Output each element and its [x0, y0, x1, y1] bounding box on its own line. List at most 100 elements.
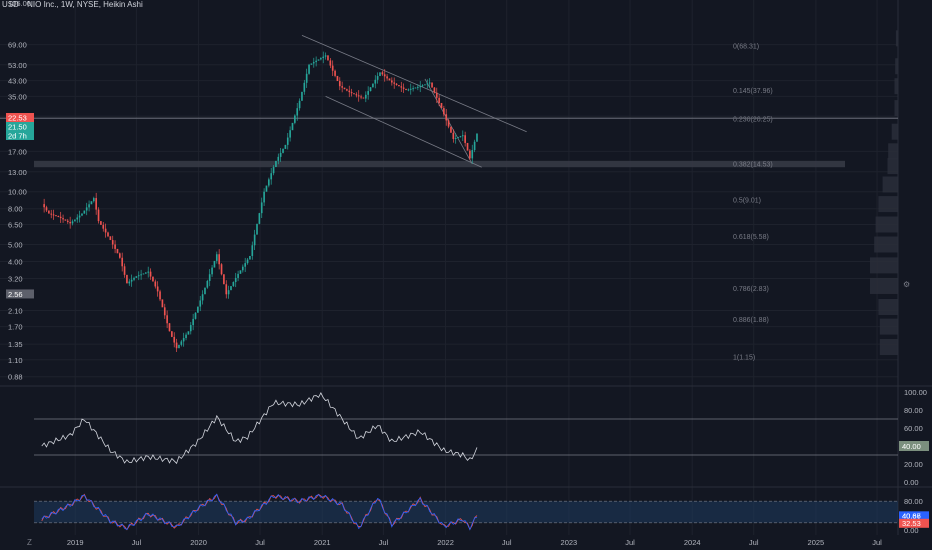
candle-body — [438, 97, 440, 103]
candle-body — [133, 277, 135, 280]
candle-body — [454, 138, 457, 140]
rsi-tick-label: 60.00 — [904, 424, 923, 433]
candle-body — [74, 219, 76, 222]
candle-body — [204, 287, 206, 295]
symbol-title[interactable]: NIO Inc., 1W, NYSE, Heikin Ashi — [27, 0, 143, 9]
candle-body — [450, 126, 452, 133]
rsi-badge-bg — [899, 441, 929, 451]
price-badge-bg — [6, 122, 34, 131]
candle-body — [435, 92, 438, 98]
candle-body — [428, 82, 431, 84]
candle-body — [447, 120, 450, 127]
gear-icon[interactable]: ⚙ — [903, 280, 911, 289]
candle-body — [62, 218, 64, 220]
candle-body — [180, 341, 183, 345]
fib-level-label: 0.236(26.25) — [733, 116, 773, 123]
rsi-value-badge: 40.00 — [902, 442, 921, 451]
candle-body — [83, 210, 86, 214]
candle-body — [379, 72, 381, 77]
candle-body — [329, 60, 332, 66]
trend-channel[interactable] — [301, 34, 527, 168]
zoom-reset-button[interactable]: Z — [27, 538, 32, 547]
price-tick-label: 17.00 — [8, 147, 27, 156]
price-badge-bg — [6, 289, 34, 299]
candle-body — [327, 55, 329, 61]
fib-level-label: 0.886(1.88) — [733, 317, 769, 324]
candle-body — [312, 62, 315, 64]
time-tick-label: 2019 — [67, 538, 84, 547]
rsi-tick-label: 0.00 — [904, 478, 919, 487]
candle-body — [272, 167, 275, 174]
candle-body — [69, 222, 71, 224]
candle-body — [277, 156, 280, 161]
stoch-tick-label: 80.00 — [904, 497, 923, 506]
candle-body — [372, 83, 374, 88]
candle-body — [362, 97, 365, 99]
fib-level-label: 1(1.15) — [733, 354, 755, 361]
candle-body — [223, 274, 225, 285]
candle-body — [232, 282, 235, 287]
candle-body — [128, 281, 131, 284]
stoch-k-badge-bg — [899, 511, 929, 521]
rsi-tick-label: 80.00 — [904, 406, 923, 415]
candle-body — [334, 70, 336, 76]
candle-body — [218, 254, 220, 265]
candle-body — [55, 215, 57, 217]
candle-body — [189, 325, 192, 332]
price-tick-label: 4.00 — [8, 257, 23, 266]
candle-body — [452, 132, 455, 139]
price-tick-label: 53.00 — [8, 61, 27, 70]
candle-body — [268, 179, 270, 186]
time-tick-label: 2021 — [314, 538, 331, 547]
candle-body — [64, 219, 67, 221]
candle-body — [360, 96, 362, 98]
candle-body — [149, 271, 152, 277]
time-tick-label: Jul — [502, 538, 512, 547]
candle-body — [417, 86, 419, 88]
candle-body — [137, 275, 140, 277]
candle-body — [357, 95, 360, 97]
candle-body — [76, 217, 79, 220]
candle-body — [206, 280, 209, 288]
candle-body — [260, 202, 263, 214]
candle-body — [66, 220, 69, 223]
candle-body — [348, 90, 351, 93]
time-tick-label: Jul — [749, 538, 759, 547]
price-badge: 2d 7h — [8, 132, 27, 141]
candle-body — [421, 85, 424, 87]
candle-body — [388, 78, 391, 81]
candle-body — [341, 86, 343, 88]
candle-body — [383, 74, 386, 77]
candle-body — [220, 264, 223, 275]
candle-body — [419, 86, 422, 88]
candle-body — [294, 115, 296, 123]
candle-body — [431, 82, 433, 88]
volume-profile-bar — [879, 339, 898, 356]
rsi-tick-label: 20.00 — [904, 460, 923, 469]
price-axis[interactable]: 69.0053.0043.0035.0027.0017.0013.0010.00… — [6, 0, 929, 535]
price-badge: 2.56 — [8, 290, 23, 299]
price-badge-bg — [6, 113, 34, 122]
time-axis[interactable]: 2019 Jul 2020 Jul 2021 Jul 2022 Jul 2023 Jul 2024 J… — [67, 538, 882, 547]
stoch-tick-label: 0.00 — [904, 526, 919, 535]
candle-body — [443, 108, 445, 115]
candle-body — [147, 271, 150, 273]
candle-body — [256, 223, 258, 235]
fib-level-label: 0(68.31) — [733, 43, 759, 50]
candle-body — [121, 257, 124, 267]
volume-profile-bar — [895, 30, 898, 47]
candle-body — [104, 228, 107, 233]
candle-body — [324, 55, 327, 57]
price-tick-label: 2.10 — [8, 307, 23, 316]
candle-body — [175, 342, 178, 349]
candle-body — [45, 207, 48, 211]
candle-body — [78, 215, 81, 218]
candle-body — [81, 213, 83, 216]
candle-body — [424, 84, 426, 86]
rsi-tick-label: 100.00 — [904, 388, 927, 397]
candle-body — [331, 65, 334, 71]
volume-profile-bar — [895, 58, 898, 75]
volume-profile-bar — [882, 176, 898, 193]
time-tick-label: 2022 — [437, 538, 454, 547]
